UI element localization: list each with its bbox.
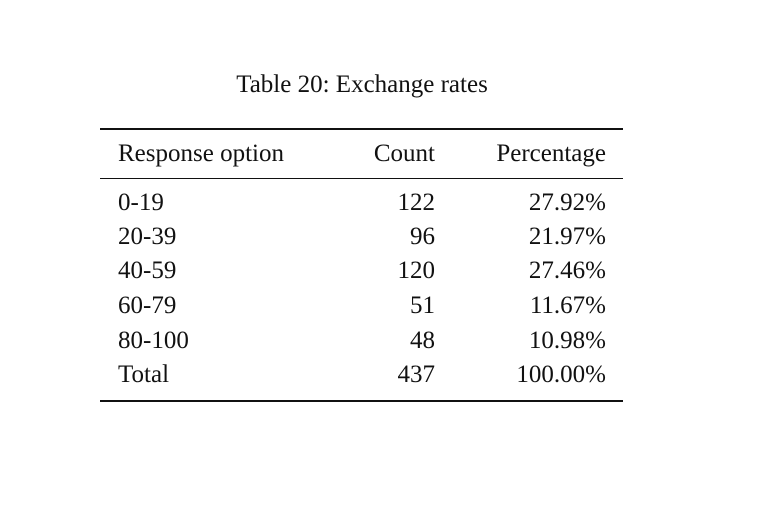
- table-cell: 437: [397, 361, 436, 388]
- table-cell: 27.92%: [528, 189, 606, 216]
- table-cell: 11.67%: [529, 292, 606, 319]
- mid-rule: [100, 178, 623, 179]
- table-cell: 51: [410, 292, 435, 319]
- table-cell: 27.46%: [528, 257, 606, 284]
- table-cell: 120: [397, 257, 436, 284]
- bottom-rule: [100, 400, 623, 402]
- table-cell: 60-79: [118, 292, 177, 319]
- table-cell: Total: [118, 361, 170, 388]
- table-cell: 10.98%: [528, 327, 606, 354]
- table-cell: 40-59: [118, 257, 177, 284]
- top-rule: [100, 128, 623, 130]
- table-cell: 48: [410, 327, 435, 354]
- header-cell: Response option: [118, 140, 284, 167]
- table-cell: 96: [410, 223, 435, 250]
- table-cell: 80-100: [118, 327, 189, 354]
- table-cell: 0-19: [118, 189, 164, 216]
- table-cell: 20-39: [118, 223, 177, 250]
- table-cell: 122: [397, 189, 436, 216]
- header-cell: Count: [373, 140, 435, 167]
- table-cell: 21.97%: [528, 223, 606, 250]
- header-cell: Percentage: [496, 140, 606, 167]
- table-caption: Table 20: Exchange rates: [236, 71, 488, 98]
- table-cell: 100.00%: [516, 361, 606, 388]
